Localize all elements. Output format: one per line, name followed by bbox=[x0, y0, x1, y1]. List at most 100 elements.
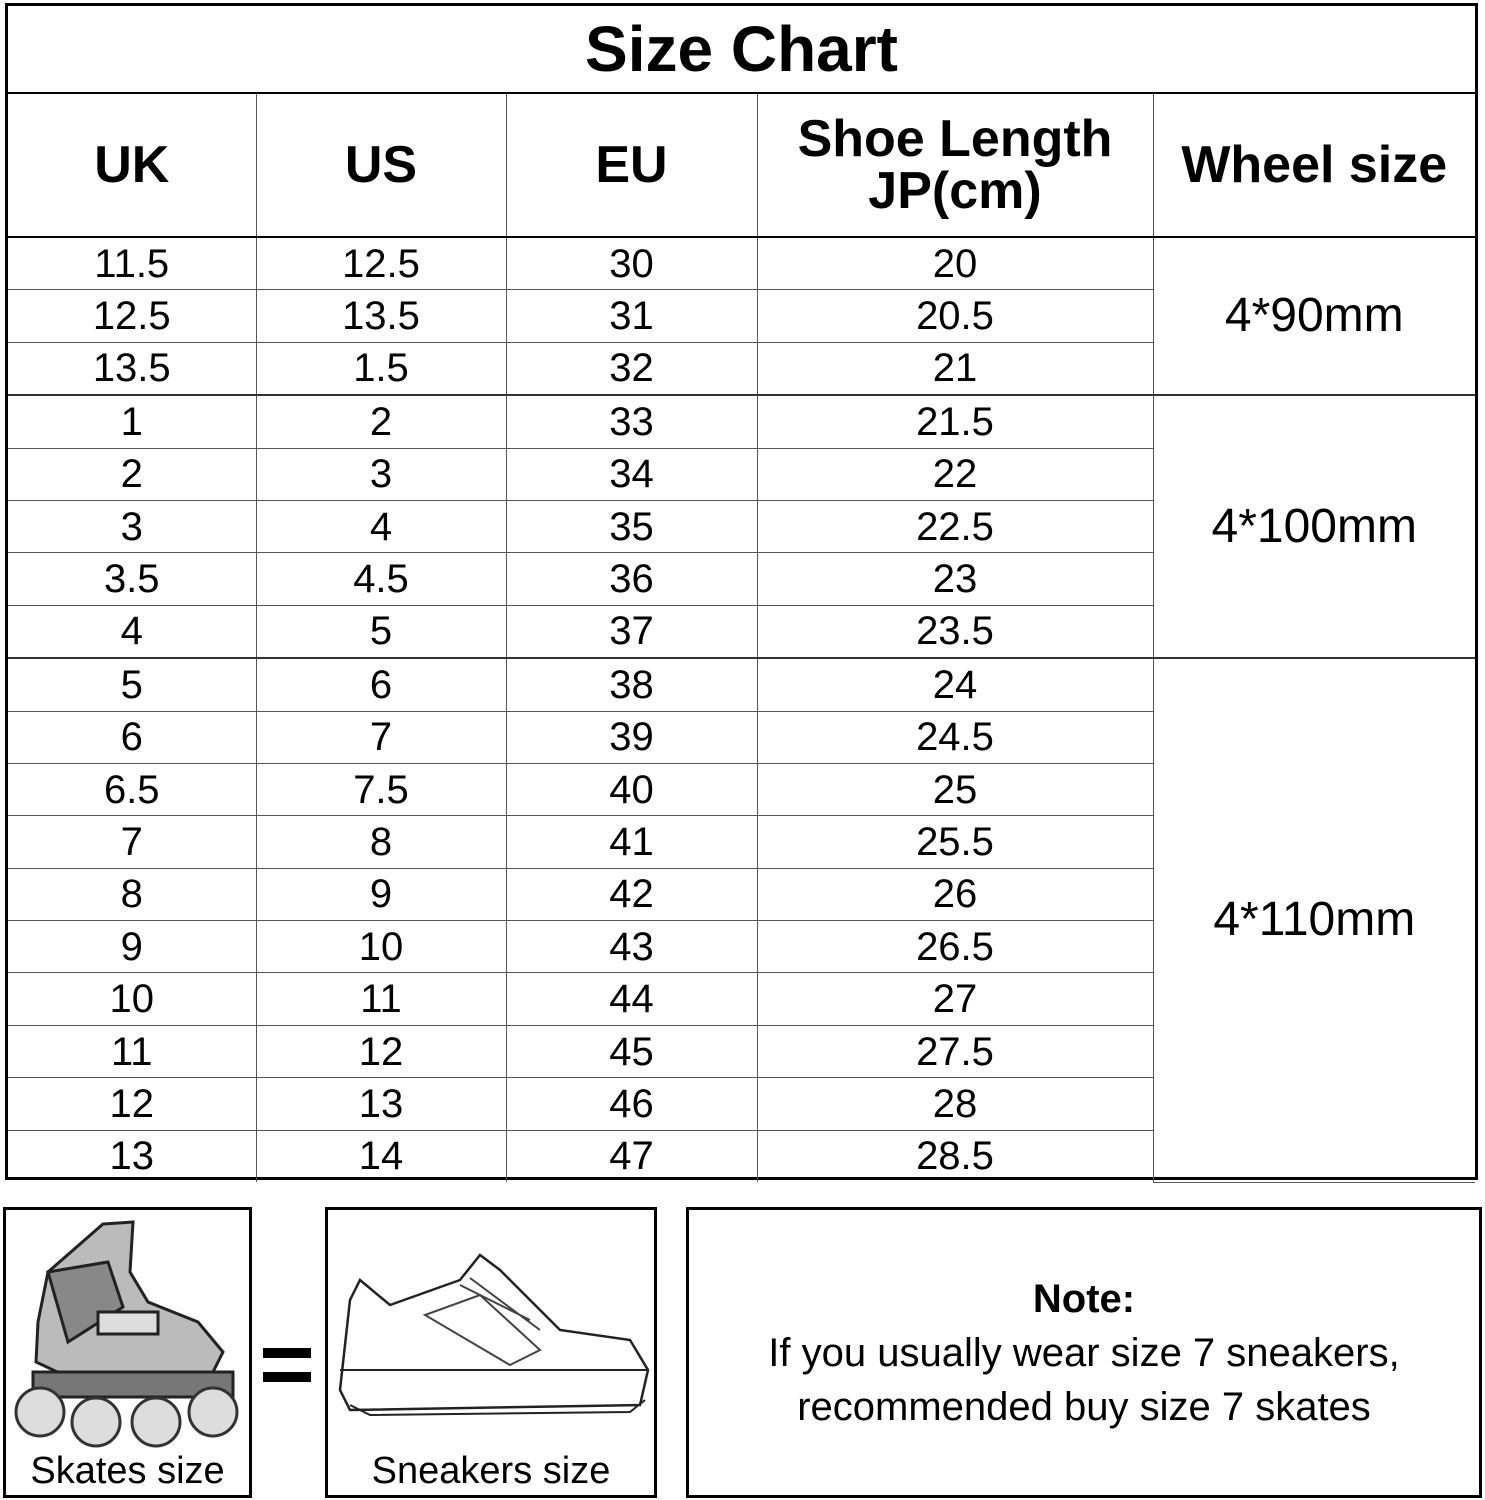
table-cell: 27 bbox=[756, 972, 1154, 1026]
table-cell: 1.5 bbox=[255, 341, 507, 396]
table-cell: 28 bbox=[756, 1077, 1154, 1131]
inline-skate-image bbox=[14, 1220, 239, 1448]
table-cell: 13.5 bbox=[255, 289, 507, 343]
table-cell: 8 bbox=[255, 815, 507, 869]
table-cell: 35 bbox=[505, 499, 758, 554]
table-row: 8 9 42 26 bbox=[8, 867, 1475, 922]
wheel-size-cell: 4*90mm bbox=[1152, 236, 1475, 396]
sneaker-image bbox=[338, 1253, 650, 1417]
table-cell: 2 bbox=[8, 447, 257, 501]
table-cell: 34 bbox=[505, 447, 758, 501]
table-cell: 37 bbox=[505, 604, 758, 659]
table-row: 13.5 1.5 32 21 bbox=[8, 341, 1475, 396]
table-cell: 3 bbox=[8, 499, 257, 554]
table-cell: 44 bbox=[505, 972, 758, 1026]
table-cell: 27.5 bbox=[756, 1024, 1154, 1079]
table-cell: 25 bbox=[756, 762, 1154, 817]
table-cell: 28.5 bbox=[756, 1129, 1154, 1183]
table-cell: 26.5 bbox=[756, 920, 1154, 974]
table-cell: 21 bbox=[756, 341, 1154, 396]
table-cell: 6 bbox=[8, 710, 257, 764]
table-row: 4 5 37 23.5 bbox=[8, 604, 1475, 659]
size-table: UK US EU Shoe Length JP(cm) Wheel size 11.5 1… bbox=[8, 94, 1475, 1183]
table-cell: 12.5 bbox=[8, 289, 257, 343]
table-cell: 6 bbox=[255, 657, 507, 712]
table-row: 10 11 44 27 bbox=[8, 972, 1475, 1026]
table-cell: 4 bbox=[8, 604, 257, 659]
table-cell: 42 bbox=[505, 867, 758, 922]
column-header: Wheel size bbox=[1152, 94, 1475, 238]
table-cell: 22 bbox=[756, 447, 1154, 501]
table-cell: 38 bbox=[505, 657, 758, 712]
table-cell: 11 bbox=[8, 1024, 257, 1079]
table-cell: 8 bbox=[8, 867, 257, 922]
table-row: 9 10 43 26.5 bbox=[8, 920, 1475, 974]
table-cell: 32 bbox=[505, 341, 758, 396]
table-row: 12 13 46 28 bbox=[8, 1077, 1475, 1131]
table-cell: 12 bbox=[8, 1077, 257, 1131]
chart-title: Size Chart bbox=[8, 6, 1475, 94]
table-cell: 6.5 bbox=[8, 762, 257, 817]
table-cell: 5 bbox=[255, 604, 507, 659]
table-cell: 13.5 bbox=[8, 341, 257, 396]
column-header: Shoe Length JP(cm) bbox=[756, 94, 1154, 238]
table-cell: 11.5 bbox=[8, 236, 257, 291]
column-header: UK bbox=[8, 94, 257, 238]
table-cell: 2 bbox=[255, 394, 507, 449]
table-cell: 7.5 bbox=[255, 762, 507, 817]
table-cell: 24 bbox=[756, 657, 1154, 712]
wheel-size-cell: 4*110mm bbox=[1152, 657, 1475, 1183]
table-cell: 40 bbox=[505, 762, 758, 817]
table-cell: 22.5 bbox=[756, 499, 1154, 554]
table-cell: 4.5 bbox=[255, 552, 507, 606]
table-cell: 9 bbox=[255, 867, 507, 922]
table-cell: 25.5 bbox=[756, 815, 1154, 869]
table-row: 13 14 47 28.5 bbox=[8, 1129, 1475, 1183]
table-cell: 20.5 bbox=[756, 289, 1154, 343]
note-line-2: recommended buy size 7 skates bbox=[797, 1384, 1371, 1429]
column-header: EU bbox=[505, 94, 758, 238]
table-cell: 4 bbox=[255, 499, 507, 554]
size-chart-table: Size Chart UK US EU Shoe Length JP(cm) Wheel… bbox=[5, 3, 1478, 1183]
table-cell: 30 bbox=[505, 236, 758, 291]
table-row: 11 12 45 27.5 bbox=[8, 1024, 1475, 1079]
table-cell: 12.5 bbox=[255, 236, 507, 291]
table-cell: 3 bbox=[255, 447, 507, 501]
table-cell: 14 bbox=[255, 1129, 507, 1183]
equals-sign bbox=[263, 1348, 311, 1396]
table-cell: 31 bbox=[505, 289, 758, 343]
table-cell: 10 bbox=[8, 972, 257, 1026]
table-cell: 7 bbox=[8, 815, 257, 869]
table-cell: 11 bbox=[255, 972, 507, 1026]
note-line-1: If you usually wear size 7 sneakers, bbox=[768, 1330, 1400, 1375]
note-panel: Note: If you usually wear size 7 sneaker… bbox=[686, 1207, 1482, 1498]
table-row: 1 2 33 21.5 4*100mm bbox=[8, 394, 1475, 659]
table-cell: 13 bbox=[255, 1077, 507, 1131]
table-row: 7 8 41 25.5 bbox=[8, 815, 1475, 869]
table-cell: 23.5 bbox=[756, 604, 1154, 659]
table-row: 3.5 4.5 36 23 bbox=[8, 552, 1475, 606]
table-cell: 36 bbox=[505, 552, 758, 606]
table-cell: 45 bbox=[505, 1024, 758, 1079]
table-cell: 33 bbox=[505, 394, 758, 449]
table-cell: 21.5 bbox=[756, 394, 1154, 449]
table-row: 6 7 39 24.5 bbox=[8, 710, 1475, 764]
table-cell: 5 bbox=[8, 657, 257, 712]
table-cell: 20 bbox=[756, 236, 1154, 291]
column-header: US bbox=[255, 94, 507, 238]
table-cell: 46 bbox=[505, 1077, 758, 1131]
table-cell: 41 bbox=[505, 815, 758, 869]
table-row: 3 4 35 22.5 bbox=[8, 499, 1475, 554]
note-heading: Note: bbox=[1032, 1276, 1136, 1321]
table-cell: 43 bbox=[505, 920, 758, 974]
wheel-size-cell: 4*100mm bbox=[1152, 394, 1475, 659]
table-cell: 10 bbox=[255, 920, 507, 974]
table-cell: 26 bbox=[756, 867, 1154, 922]
table-row: 12.5 13.5 31 20.5 bbox=[8, 289, 1475, 343]
table-cell: 23 bbox=[756, 552, 1154, 606]
table-cell: 12 bbox=[255, 1024, 507, 1079]
table-cell: 1 bbox=[8, 394, 257, 449]
table-cell: 9 bbox=[8, 920, 257, 974]
table-cell: 39 bbox=[505, 710, 758, 764]
table-cell: 7 bbox=[255, 710, 507, 764]
